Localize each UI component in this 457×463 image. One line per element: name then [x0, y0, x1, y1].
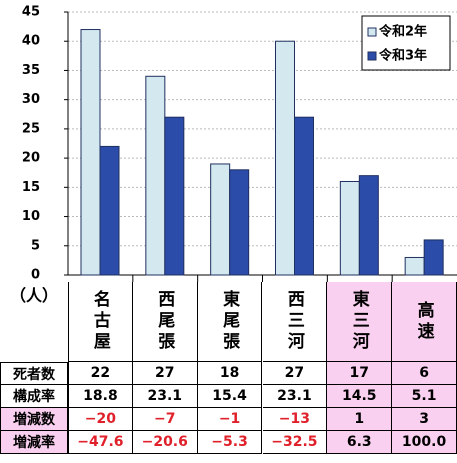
bar [229, 169, 250, 276]
category-label: 西尾張 [132, 282, 198, 362]
y-tick-label: 5 [31, 238, 40, 253]
category-label: 名古屋 [68, 282, 133, 362]
bar [423, 239, 444, 276]
table-cell: 23.1 [262, 385, 328, 408]
table-cell: −1 [197, 408, 263, 431]
y-tick-label: 25 [22, 121, 40, 136]
legend-box [361, 15, 451, 71]
table-cell: −20.6 [132, 431, 198, 454]
bar [339, 180, 360, 276]
table-cell: −7 [132, 408, 198, 431]
table-cell: 5.1 [392, 385, 457, 408]
y-tick-label: 15 [22, 180, 40, 195]
table-cell: 3 [392, 408, 457, 431]
row-label: 増減率 [0, 431, 68, 454]
bar [80, 29, 101, 276]
table-cell: 14.5 [327, 385, 393, 408]
table-cell: −5.3 [197, 431, 263, 454]
bar [294, 116, 314, 276]
y-tick-label: 20 [22, 151, 40, 166]
table-cell: 23.1 [132, 385, 198, 408]
bar [210, 163, 231, 276]
category-label: 高速 [392, 282, 457, 362]
legend-label: 令和2年 [379, 24, 427, 40]
y-unit-label: （人） [10, 286, 59, 305]
y-tick-label: 40 [22, 34, 40, 49]
bar [99, 145, 120, 276]
bar [404, 256, 425, 276]
bar [164, 116, 185, 276]
category-label: 東三河 [327, 282, 393, 362]
category-label: 東尾張 [197, 282, 263, 362]
table-cell: −32.5 [262, 431, 328, 454]
row-label: 死者数 [0, 362, 68, 385]
legend-label: 令和3年 [379, 48, 427, 64]
table-cell: −20 [68, 408, 133, 431]
table-cell: 17 [327, 362, 393, 385]
table-cell: 18 [197, 362, 263, 385]
y-tick-label: 0 [31, 268, 40, 283]
y-tick-label: 30 [22, 92, 40, 107]
table-cell: −47.6 [68, 431, 133, 454]
legend-swatch [367, 51, 377, 61]
table-cell: 1 [327, 408, 393, 431]
row-label: 増減数 [0, 408, 68, 431]
y-tick-label: 35 [22, 63, 40, 78]
legend-swatch [367, 27, 377, 37]
table-cell: 100.0 [392, 431, 457, 454]
table-cell: 22 [68, 362, 133, 385]
row-label: 構成率 [0, 385, 68, 408]
table-cell: 18.8 [68, 385, 133, 408]
table-cell: 27 [262, 362, 328, 385]
table-cell: 6 [392, 362, 457, 385]
table-cell: 15.4 [197, 385, 263, 408]
bar [145, 75, 166, 276]
y-tick-label: 10 [22, 209, 40, 224]
table-cell: 6.3 [327, 431, 393, 454]
table-cell: −13 [262, 408, 328, 431]
table-cell: 27 [132, 362, 198, 385]
bar [275, 40, 295, 276]
bar [358, 175, 379, 276]
category-label: 西三河 [262, 282, 328, 362]
y-tick-label: 45 [22, 5, 40, 20]
